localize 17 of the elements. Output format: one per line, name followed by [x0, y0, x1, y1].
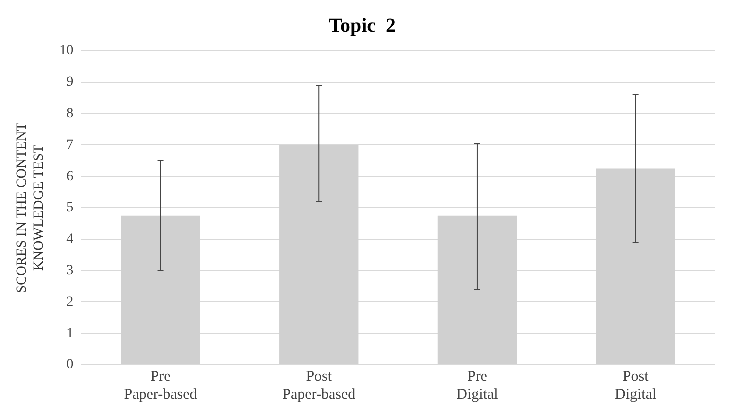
y-tick-label: 1 — [66, 326, 74, 342]
y-tick-label: 3 — [66, 263, 74, 278]
x-tick-label: Post Digital — [614, 368, 657, 403]
y-tick-label: 0 — [66, 358, 74, 373]
x-tick-label: Pre Digital — [456, 368, 498, 403]
x-tick-label: Pre Paper-based — [124, 368, 198, 403]
y-tick-label: 10 — [60, 44, 74, 59]
y-tick-label: 6 — [66, 169, 74, 184]
y-tick-label: 9 — [66, 75, 74, 90]
y-tick-label: 5 — [66, 200, 74, 216]
y-tick-label: 2 — [66, 294, 74, 310]
chart-title: Topic 2 — [328, 15, 396, 38]
x-tick-label: Post Paper-based — [282, 368, 356, 403]
y-axis-title: SCORES IN THE CONTENT KNOWLEDGE TEST — [15, 122, 47, 294]
y-tick-label: 8 — [66, 106, 74, 122]
y-tick-label: 4 — [66, 232, 74, 248]
y-tick-label: 7 — [66, 138, 74, 153]
